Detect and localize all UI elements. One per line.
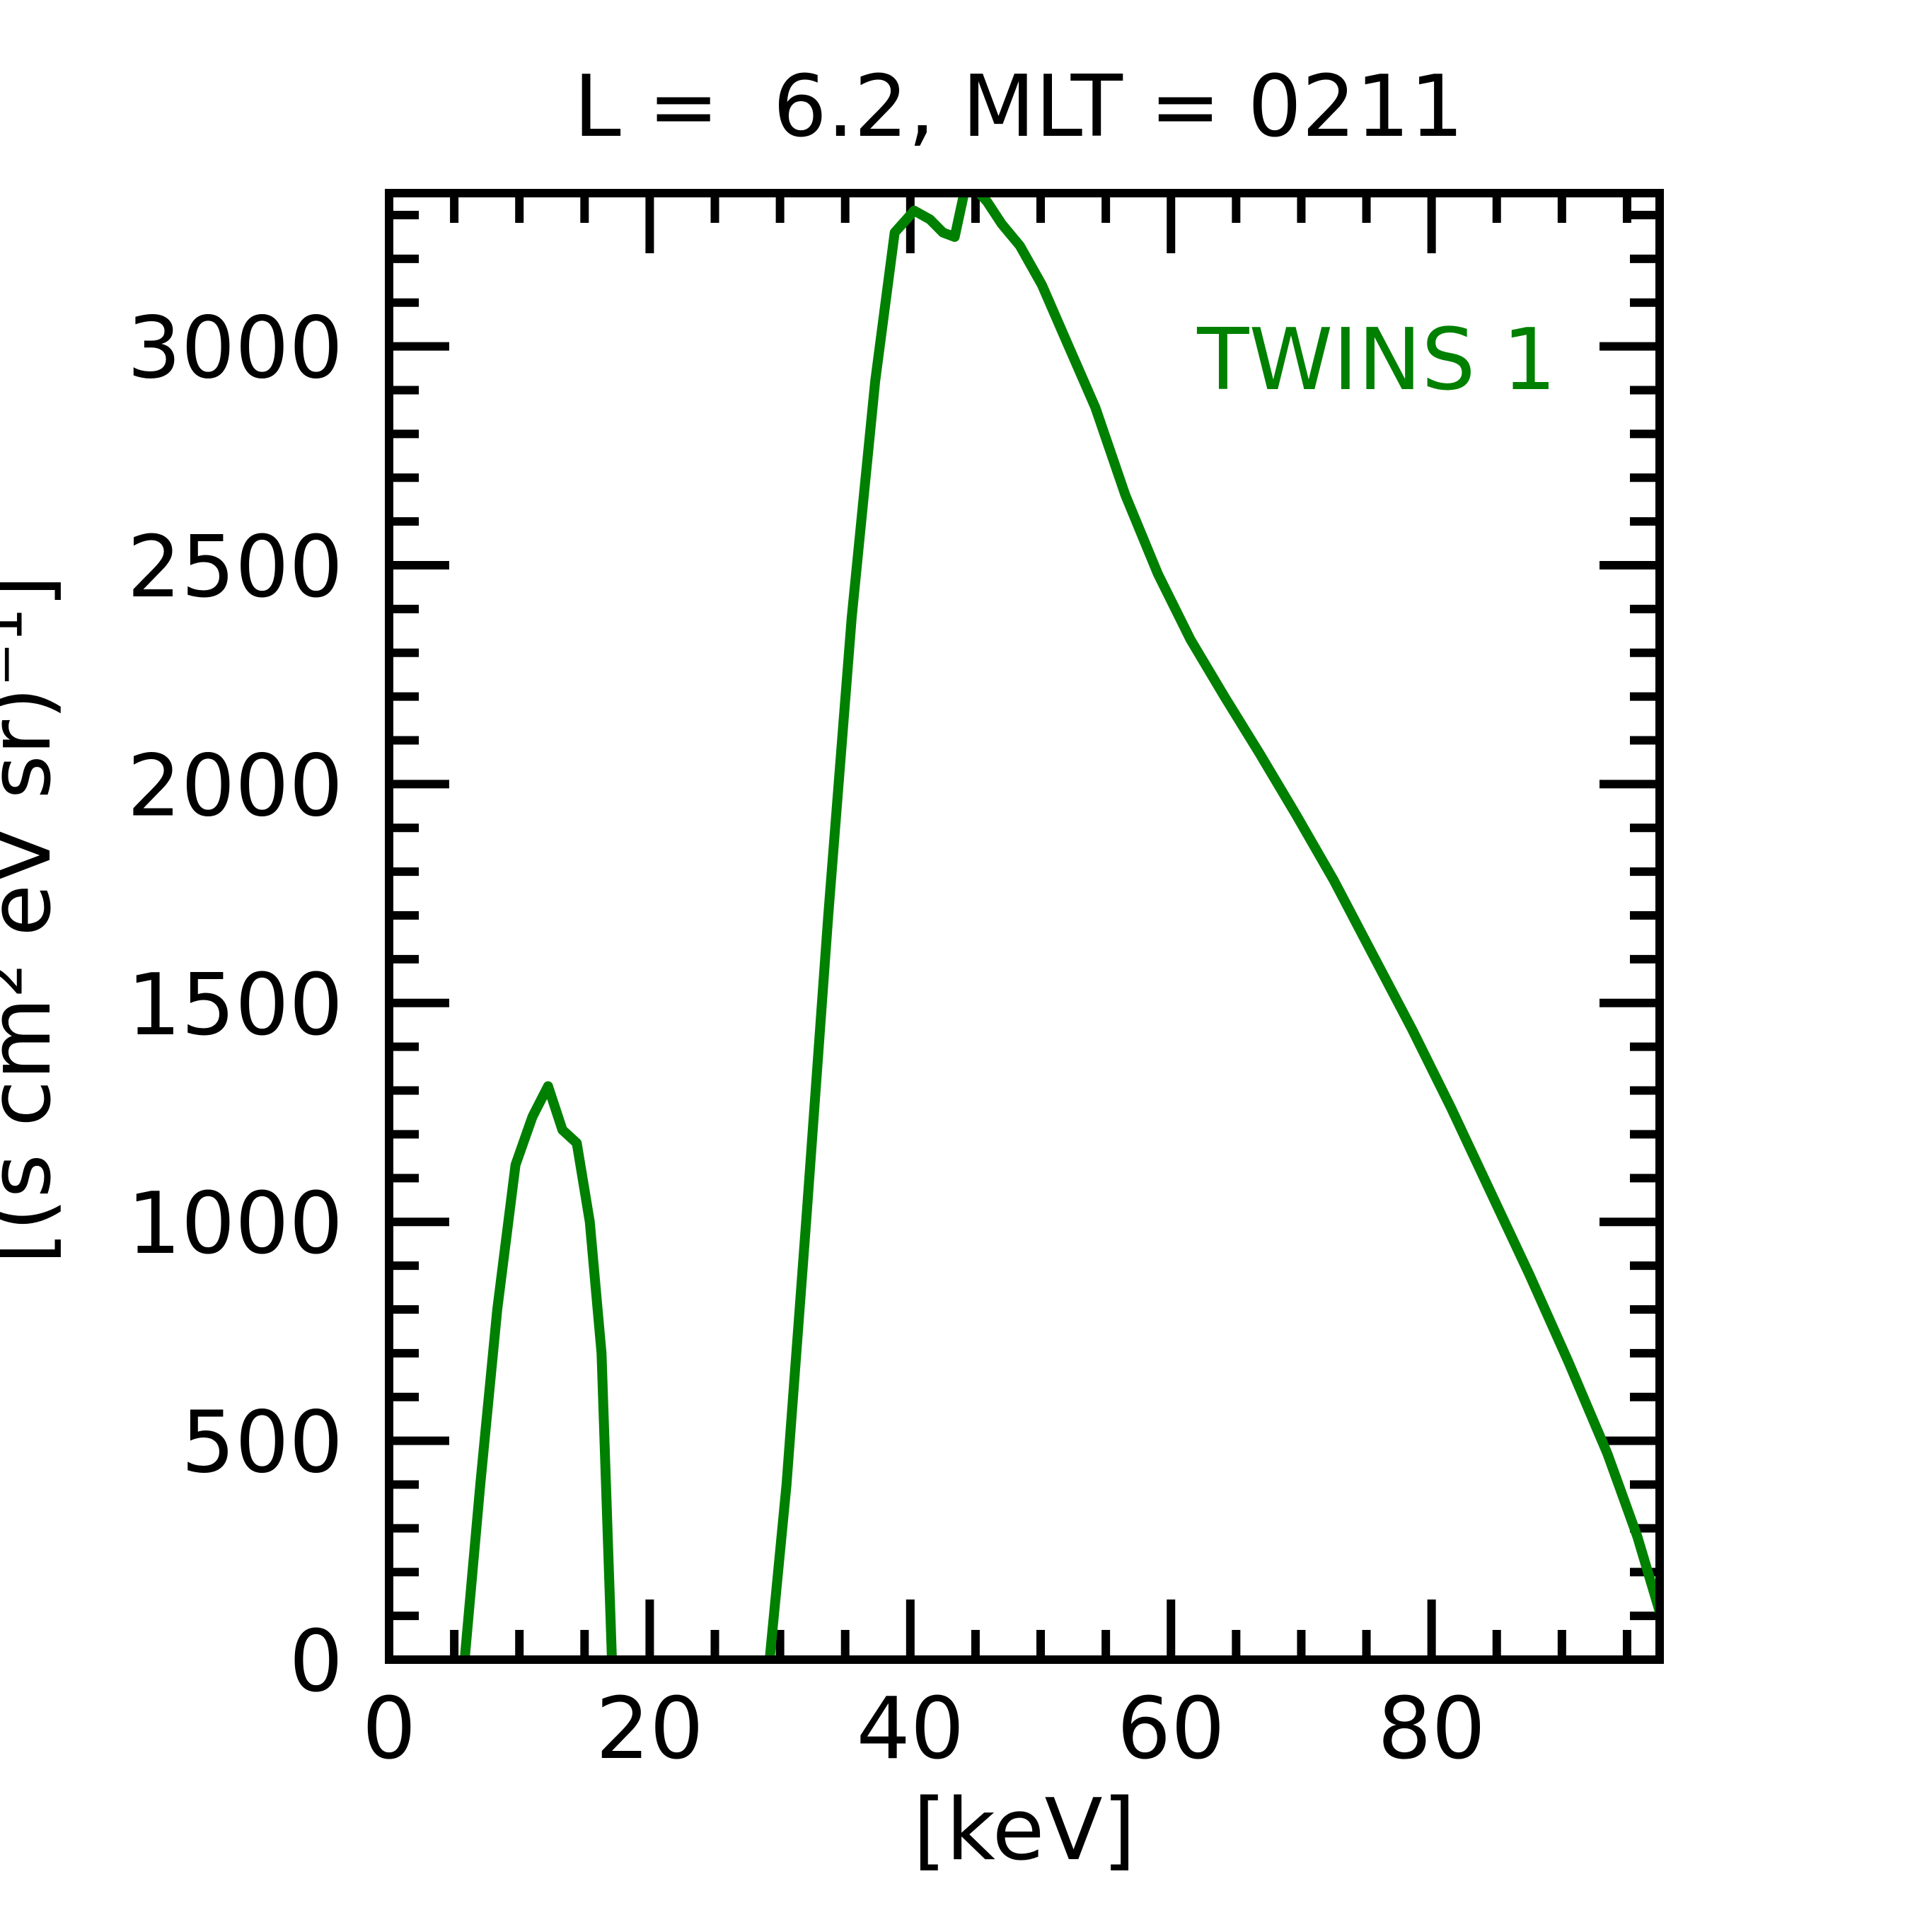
legend: TWINS 1 [1196, 311, 1556, 410]
y-tick-label: 1500 [127, 956, 343, 1055]
x-tick-label: 20 [596, 1680, 704, 1778]
y-minor-ticks [389, 210, 1660, 1621]
y-major-ticks [389, 342, 1660, 1445]
plot-frame [385, 189, 1664, 1664]
y-tick-label: 2000 [127, 737, 343, 835]
series-line-segment [459, 1081, 617, 1660]
x-axis-label: [keV] [913, 1781, 1136, 1880]
x-minor-ticks [450, 193, 1631, 1660]
x-tick-labels: 0 20 40 60 80 [362, 1680, 1486, 1778]
x-tick-label: 0 [362, 1680, 416, 1778]
chart-title: L = 6.2, MLT = 0211 [574, 58, 1464, 156]
x-tick-label: 40 [856, 1680, 964, 1778]
y-axis-label: [(s cm² eV sr)⁻¹] [0, 575, 70, 1264]
x-major-ticks [645, 193, 1436, 1660]
y-tick-labels: 0 500 1000 1500 2000 2500 3000 [127, 300, 343, 1711]
x-tick-label: 80 [1377, 1680, 1486, 1778]
y-tick-label: 2500 [127, 519, 343, 617]
y-tick-label: 1000 [127, 1175, 343, 1273]
x-tick-label: 60 [1117, 1680, 1225, 1778]
y-tick-label: 0 [289, 1613, 343, 1711]
series-lines [459, 193, 1658, 1660]
series-line-segment [764, 193, 1658, 1660]
y-tick-label: 500 [181, 1394, 343, 1493]
legend-entry: TWINS 1 [1196, 311, 1556, 410]
y-tick-label: 3000 [127, 300, 343, 398]
